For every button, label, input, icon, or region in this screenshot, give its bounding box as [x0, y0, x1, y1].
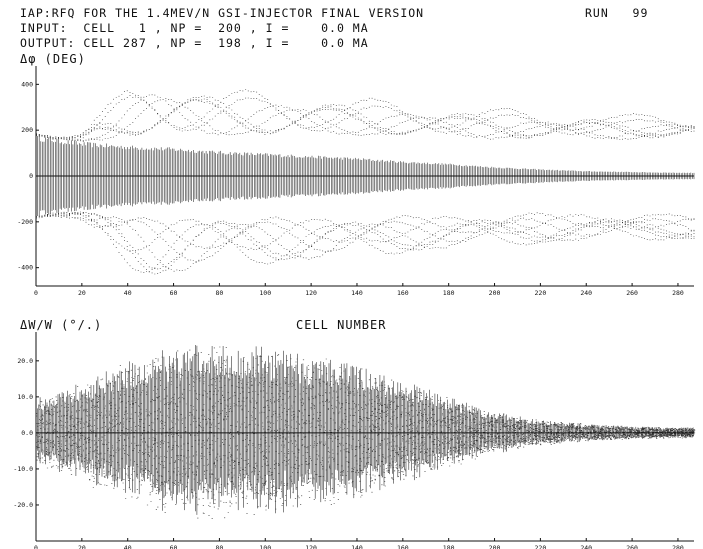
x-tick-label: 160 — [397, 544, 409, 549]
x-tick-label: 40 — [124, 544, 132, 549]
x-tick-label: 160 — [397, 289, 409, 297]
x-tick-label: 120 — [305, 544, 317, 549]
y-tick-label: 0.0 — [21, 429, 33, 437]
x-axis-title: CELL NUMBER — [296, 318, 387, 332]
phase-axis-label: Δφ (DEG) — [20, 52, 86, 66]
x-tick-label: 240 — [580, 544, 592, 549]
x-tick-label: 180 — [443, 289, 455, 297]
x-tick-label: 120 — [305, 289, 317, 297]
phase-particle-marks — [35, 89, 695, 275]
x-tick-label: 220 — [535, 289, 547, 297]
x-tick-label: 80 — [216, 544, 224, 549]
x-tick-label: 140 — [351, 544, 363, 549]
x-tick-label: 80 — [216, 289, 224, 297]
y-tick-label: 10.0 — [17, 393, 33, 401]
x-tick-label: 260 — [626, 289, 638, 297]
x-tick-label: 20 — [78, 289, 86, 297]
x-tick-label: 280 — [672, 289, 684, 297]
x-tick-label: 220 — [535, 544, 547, 549]
energy-axis-label: ΔW/W (°/.) — [20, 318, 103, 332]
run-number: RUN 99 — [585, 6, 649, 20]
x-tick-label: 260 — [626, 544, 638, 549]
y-tick-label: -20.0 — [13, 501, 33, 509]
x-tick-label: 60 — [170, 289, 178, 297]
y-tick-label: -10.0 — [13, 465, 33, 473]
x-tick-label: 240 — [580, 289, 592, 297]
y-tick-label: 400 — [21, 80, 33, 88]
y-tick-label: 0 — [29, 172, 33, 180]
x-tick-label: 60 — [170, 544, 178, 549]
energy-plot: 0 20 40 60 80 100 120 140 160 180 200 220 240 260 280 2… — [13, 332, 696, 549]
x-tick-label: 200 — [489, 544, 501, 549]
y-tick-label: -400 — [17, 264, 33, 272]
x-tick-label: 140 — [351, 289, 363, 297]
x-tick-label: 20 — [78, 544, 86, 549]
x-tick-label: 100 — [259, 289, 271, 297]
y-tick-label: 20.0 — [17, 357, 33, 365]
x-tick-label: 0 — [34, 544, 38, 549]
phase-plot: 0 20 40 60 80 100 120 140 160 180 200 220 240 260 280 4… — [17, 66, 695, 297]
x-tick-label: 40 — [124, 289, 132, 297]
y-tick-label: -200 — [17, 218, 33, 226]
energy-particle-marks — [35, 345, 696, 519]
x-tick-label: 200 — [489, 289, 501, 297]
x-tick-label: 0 — [34, 289, 38, 297]
y-tick-label: 200 — [21, 126, 33, 134]
header-output-line: OUTPUT: CELL 287 , NP = 198 , I = 0.0 MA — [20, 36, 369, 50]
x-tick-label: 280 — [672, 544, 684, 549]
x-tick-label: 100 — [259, 544, 271, 549]
header-input-line: INPUT: CELL 1 , NP = 200 , I = 0.0 MA — [20, 21, 369, 35]
x-tick-label: 180 — [443, 544, 455, 549]
header-title: IAP:RFQ FOR THE 1.4MEV/N GSI-INJECTOR FI… — [20, 6, 425, 20]
